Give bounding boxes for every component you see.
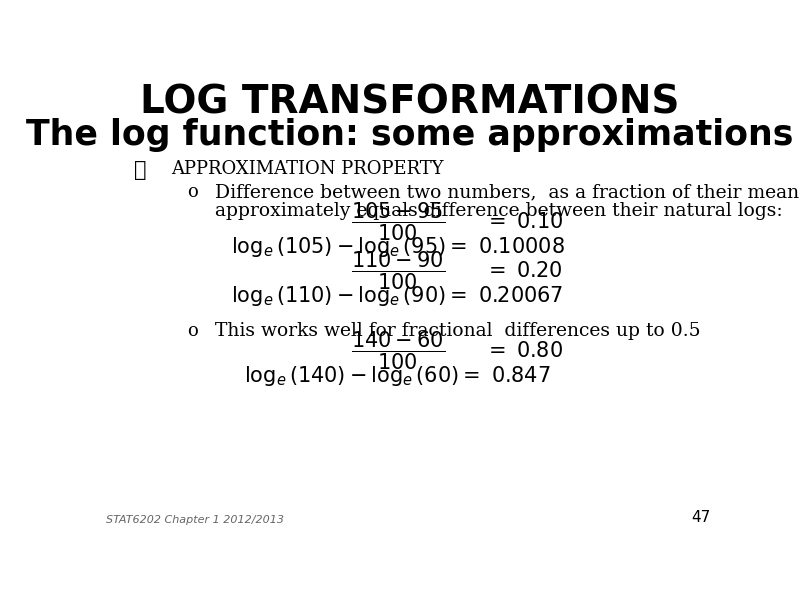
Text: ✓: ✓ xyxy=(134,161,146,180)
Text: This works well for fractional  differences up to 0.5: This works well for fractional differenc… xyxy=(214,322,700,340)
Text: 47: 47 xyxy=(691,510,710,525)
Text: approximately equals difference between their natural logs:: approximately equals difference between … xyxy=(214,202,782,220)
Text: APPROXIMATION PROPERTY: APPROXIMATION PROPERTY xyxy=(171,160,444,178)
Text: $\log_e(140) - \log_e(60) = \ 0.847$: $\log_e(140) - \log_e(60) = \ 0.847$ xyxy=(244,364,551,388)
Text: LOG TRANSFORMATIONS: LOG TRANSFORMATIONS xyxy=(140,83,680,122)
Text: $\dfrac{110-90}{100}$: $\dfrac{110-90}{100}$ xyxy=(350,250,445,292)
Text: $= \ 0.20$: $= \ 0.20$ xyxy=(485,260,562,281)
Text: $= \ 0.80$: $= \ 0.80$ xyxy=(485,341,563,361)
Text: The log function: some approximations: The log function: some approximations xyxy=(26,118,794,152)
Text: $\dfrac{105-95}{100}$: $\dfrac{105-95}{100}$ xyxy=(350,200,445,243)
Text: Difference between two numbers,  as a fraction of their mean,: Difference between two numbers, as a fra… xyxy=(214,183,800,201)
Text: STAT6202 Chapter 1 2012/2013: STAT6202 Chapter 1 2012/2013 xyxy=(106,515,284,525)
Text: o: o xyxy=(187,322,198,340)
Text: $= \ 0.10$: $= \ 0.10$ xyxy=(485,212,564,232)
Text: $\log_e(110) - \log_e(90) = \ 0.20067$: $\log_e(110) - \log_e(90) = \ 0.20067$ xyxy=(231,284,564,308)
Text: o: o xyxy=(187,183,198,201)
Text: $\log_e(105) - \log_e(95) = \ 0.10008$: $\log_e(105) - \log_e(95) = \ 0.10008$ xyxy=(230,235,565,259)
Text: $\dfrac{140-60}{100}$: $\dfrac{140-60}{100}$ xyxy=(350,330,445,373)
